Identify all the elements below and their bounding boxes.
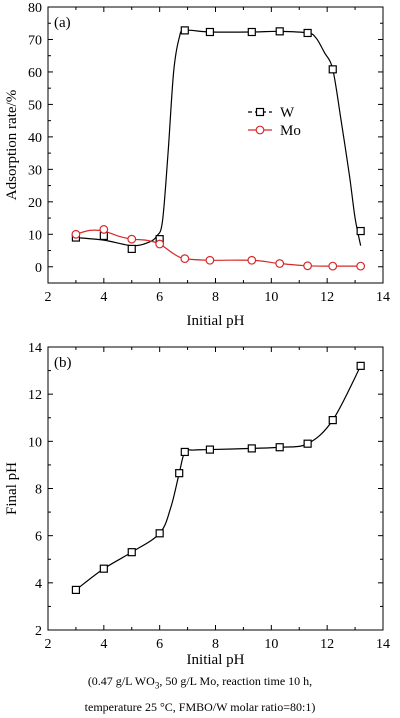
data-point bbox=[356, 261, 366, 271]
caption-line-2: temperature 25 °C, FMBO/W molar ratio=80… bbox=[84, 700, 316, 715]
data-point bbox=[127, 234, 137, 244]
x-tick-label: 6 bbox=[156, 637, 163, 652]
data-point bbox=[328, 416, 337, 425]
x-tick-label: 10 bbox=[264, 637, 278, 652]
x-axis-title: Initial pH bbox=[187, 652, 245, 668]
data-point bbox=[127, 244, 136, 254]
data-point bbox=[275, 443, 284, 452]
plot-frame bbox=[47, 6, 384, 284]
legend-marker bbox=[255, 107, 265, 117]
y-tick-label: 70 bbox=[28, 33, 42, 48]
x-tick-label: 14 bbox=[376, 290, 390, 305]
data-point bbox=[303, 28, 312, 38]
caption-line-1: (0.47 g/L WO3, 50 g/L Mo, reaction time … bbox=[0, 670, 400, 696]
y-tick-label: 30 bbox=[28, 163, 42, 178]
x-tick-label: 4 bbox=[100, 290, 107, 305]
caption-part-1: (0.47 g/L WO bbox=[87, 674, 155, 688]
x-tick-label: 14 bbox=[376, 637, 390, 652]
data-point bbox=[155, 529, 164, 538]
y-tick-label: 14 bbox=[28, 341, 42, 356]
data-point bbox=[205, 445, 215, 454]
series-series-0 bbox=[71, 361, 365, 595]
data-point bbox=[356, 361, 365, 370]
x-tick-label: 12 bbox=[320, 290, 334, 305]
data-point bbox=[127, 548, 136, 557]
data-point bbox=[247, 444, 256, 453]
x-tick-label: 6 bbox=[156, 290, 163, 305]
x-tick-label: 10 bbox=[264, 290, 278, 305]
caption-subscript: 3 bbox=[154, 680, 160, 691]
legend-label: Mo bbox=[280, 123, 301, 139]
x-axis-title: Initial pH bbox=[187, 313, 245, 329]
data-point bbox=[175, 469, 184, 478]
series-line bbox=[75, 229, 361, 267]
caption-part-2: , 50 g/L Mo, reaction time 10 h, bbox=[159, 674, 313, 688]
data-point bbox=[247, 255, 257, 265]
data-point bbox=[180, 26, 189, 35]
y-tick-label: 10 bbox=[28, 435, 42, 450]
data-point bbox=[180, 254, 190, 264]
legend-label: W bbox=[280, 105, 295, 121]
data-point bbox=[303, 439, 312, 448]
y-tick-label: 80 bbox=[28, 1, 42, 16]
x-tick-label: 2 bbox=[45, 637, 52, 652]
y-tick-label: 4 bbox=[35, 577, 42, 592]
data-point bbox=[303, 261, 313, 271]
y-axis-title: Adsorption rate/% bbox=[4, 90, 20, 200]
data-point bbox=[328, 65, 337, 74]
data-point bbox=[71, 229, 81, 239]
data-point bbox=[205, 27, 215, 37]
data-point bbox=[71, 585, 81, 595]
x-tick-label: 2 bbox=[45, 290, 52, 305]
y-tick-label: 50 bbox=[28, 98, 42, 113]
data-point bbox=[155, 239, 165, 249]
data-point bbox=[205, 255, 215, 265]
y-tick-label: 0 bbox=[35, 261, 42, 276]
data-point bbox=[180, 447, 189, 457]
data-point bbox=[99, 564, 108, 573]
y-tick-label: 10 bbox=[28, 228, 42, 243]
y-tick-label: 60 bbox=[28, 66, 42, 81]
series-mo bbox=[71, 225, 366, 271]
series-line bbox=[75, 29, 362, 247]
y-tick-label: 8 bbox=[35, 483, 42, 498]
plot-frame bbox=[47, 346, 384, 631]
y-tick-label: 40 bbox=[28, 131, 42, 146]
data-point bbox=[247, 27, 256, 37]
series-line bbox=[75, 365, 362, 591]
data-point bbox=[99, 225, 109, 234]
x-tick-label: 12 bbox=[320, 637, 334, 652]
data-point bbox=[356, 226, 365, 236]
series-w bbox=[71, 26, 365, 254]
panel-label: (a) bbox=[54, 15, 71, 31]
x-tick-label: 4 bbox=[100, 637, 107, 652]
data-point bbox=[275, 259, 285, 268]
panel-a-adsorption-chart: 2 4 6 8 10 12 14 0 10 20 30 40 50 60 70 80 Initial pH Ads… bbox=[4, 1, 390, 329]
y-tick-label: 6 bbox=[35, 530, 42, 545]
caption: (0.47 g/L WO3, 50 g/L Mo, reaction time … bbox=[0, 670, 400, 718]
panel-b-final-ph-chart: 2 4 6 8 10 12 14 2 4 6 8 10 12 14 Initial pH Final pH (b… bbox=[4, 341, 390, 668]
data-point bbox=[328, 261, 338, 271]
x-tick-label: 8 bbox=[212, 637, 219, 652]
x-tick-label: 8 bbox=[212, 290, 219, 305]
legend: W Mo bbox=[248, 105, 301, 139]
y-axis-title: Final pH bbox=[4, 462, 20, 515]
data-point bbox=[275, 27, 284, 36]
y-tick-label: 2 bbox=[35, 624, 42, 639]
legend-marker bbox=[255, 125, 265, 135]
y-tick-label: 12 bbox=[28, 388, 42, 403]
panel-label: (b) bbox=[54, 355, 72, 371]
y-tick-label: 20 bbox=[28, 196, 42, 211]
